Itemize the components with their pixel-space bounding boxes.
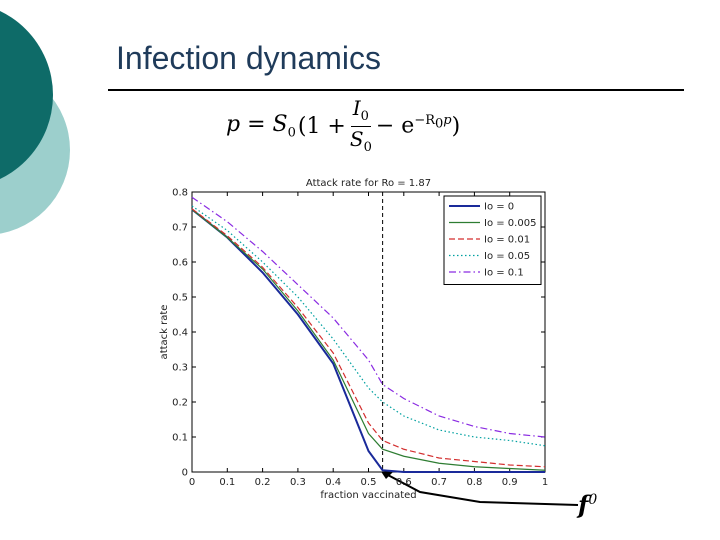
x-tick-label: 0.7	[431, 477, 447, 488]
x-tick-label: 1	[542, 477, 548, 488]
y-tick-label: 0.8	[172, 188, 188, 199]
x-tick-label: 0.8	[466, 477, 482, 488]
x-tick-label: 0.4	[325, 477, 341, 488]
x-tick-label: 0.9	[502, 477, 518, 488]
attack-rate-chart: Attack rate for Ro = 1.87 0 0.1 0.2 0.3 0.4 0.…	[159, 178, 548, 501]
x-tick-label: 0.6	[396, 477, 412, 488]
title-rule	[108, 89, 684, 91]
y-axis-label: attack rate	[159, 305, 170, 360]
y-tick-label: 0.7	[172, 223, 188, 234]
y-tick-label: 0.5	[172, 293, 188, 304]
x-tick-label: 0.5	[361, 477, 377, 488]
attack-rate-formula: p = S0 (1 + I0 S0 − e−R0p )	[226, 98, 460, 154]
legend-box	[443, 195, 542, 285]
formula-open: (1 +	[297, 113, 346, 139]
series-line-3	[191, 205, 546, 447]
x-tick-label: 0.1	[219, 477, 235, 488]
legend-label-3: Io = 0.05	[484, 251, 530, 262]
x-tick-label: 0.2	[255, 477, 271, 488]
y-tick-label: 0.4	[172, 328, 188, 339]
formula-exp-term: − e−R0p	[375, 113, 452, 139]
slide-title: Infection dynamics	[116, 40, 382, 76]
y-tick-label: 0.2	[172, 398, 188, 409]
y-tick-label: 0.1	[172, 433, 188, 444]
y-tick-label: 0.3	[172, 363, 188, 374]
x-axis-label: fraction vaccinated	[320, 490, 416, 501]
series-line-2	[191, 208, 546, 468]
chart-title: Attack rate for Ro = 1.87	[306, 178, 431, 189]
series-line-0	[191, 208, 545, 473]
y-tick-label: 0.6	[172, 258, 188, 269]
formula-lhs: p = S0	[226, 111, 296, 141]
f0-arrow-line	[385, 473, 579, 506]
legend-label-0: Io = 0	[484, 202, 514, 213]
formula-close: )	[451, 113, 461, 139]
legend-label-1: Io = 0.005	[484, 218, 536, 229]
legend-label-2: Io = 0.01	[484, 235, 530, 246]
y-tick-label: 0	[182, 468, 188, 479]
series-line-1	[191, 209, 546, 471]
legend-label-4: Io = 0.1	[484, 268, 524, 279]
f0-annotation: f0	[578, 490, 598, 519]
x-tick-label: 0.3	[290, 477, 306, 488]
formula-fraction: I0 S0	[349, 96, 372, 155]
x-tick-label: 0	[189, 477, 195, 488]
theme-circle-dark	[0, 11, 53, 179]
